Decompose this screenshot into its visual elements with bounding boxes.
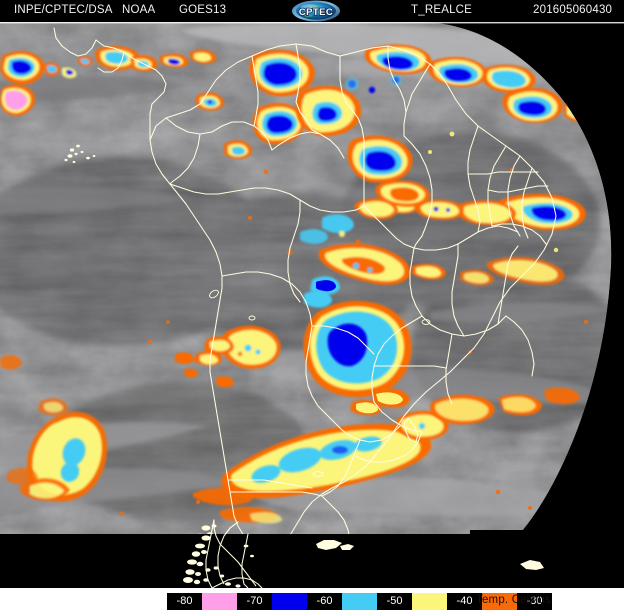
header-bar: INPE/CPTEC/DSA NOAA GOES13 T_REALCE 2016… (0, 0, 624, 22)
colorbar-tick--70: -70 (237, 593, 272, 610)
earth-limb-space (420, 22, 624, 530)
colorbar-swatch-orange (482, 593, 517, 610)
colorbar-swatch-blue (272, 593, 307, 610)
temperature-color-scale: -80 -70 -60 -50 -40 -30 Temp. Celsius (0, 588, 624, 614)
institution-label: INPE/CPTEC/DSA (14, 4, 113, 16)
colorbar-tick--40: -40 (447, 593, 482, 610)
product-label: T_REALCE (411, 4, 473, 16)
goes13-enhanced-infrared-south-america[interactable] (0, 22, 624, 588)
colorbar-tick--80: -80 (167, 593, 202, 610)
timestamp-label: 201605060430 (533, 4, 613, 16)
colorized-cold-cloud-tops (0, 44, 601, 524)
colorbar-swatch-cyan (342, 593, 377, 610)
colorbar[interactable]: -80 -70 -60 -50 -40 -30 (167, 593, 552, 610)
satellite-label: GOES13 (179, 4, 227, 16)
colorbar-tick--60: -60 (307, 593, 342, 610)
patagonia-outline-overlay (183, 519, 544, 588)
noscan-bottom-band (0, 534, 624, 588)
cptec-globe-logo[interactable]: CPTEC (291, 0, 341, 22)
ir-scan-area (0, 22, 612, 534)
svg-text:CPTEC: CPTEC (299, 7, 333, 18)
agency-label: NOAA (122, 4, 156, 16)
colorbar-unit-label: Temp. Celsius (476, 594, 551, 606)
colorbar-swatch-yellow (412, 593, 447, 610)
colorbar-tick--50: -50 (377, 593, 412, 610)
colorbar-tick--30: -30 (517, 593, 552, 610)
colorbar-swatch-pink (202, 593, 237, 610)
image-top-border (0, 22, 624, 24)
